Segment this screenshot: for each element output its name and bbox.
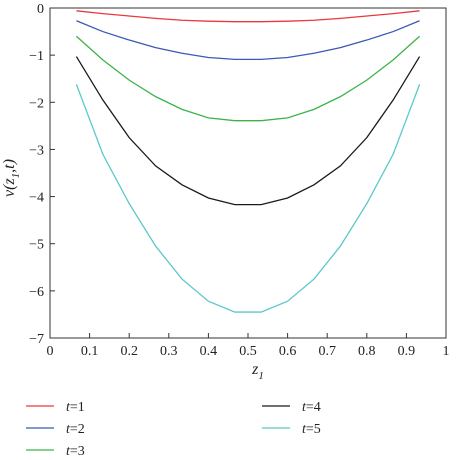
y-axis-label-subscript: 1 <box>10 173 22 179</box>
x-tick-label: 0.8 <box>358 344 376 359</box>
legend-item-2: t=2 <box>26 422 85 437</box>
legend-item-4: t=4 <box>262 400 321 415</box>
legend-label: t=1 <box>66 400 85 415</box>
plot-area <box>75 10 421 313</box>
legend: t=1 t=2 t=3 t=4 t=5 <box>26 400 321 459</box>
y-tick-label: −2 <box>29 96 44 111</box>
x-tick-label: 0.4 <box>200 344 218 359</box>
series-line-5 <box>75 84 421 313</box>
axes: 0 0.1 0.2 0.3 0.4 0.5 0.6 0.7 0.8 0.9 1 0 −1 −2 −3 −4 −5… <box>29 2 449 359</box>
x-tick-label: 1 <box>443 344 450 359</box>
x-tick-label: 0.2 <box>120 344 138 359</box>
y-tick-label: −6 <box>29 285 44 300</box>
y-tick-label: 0 <box>37 2 44 17</box>
y-tick-label: −7 <box>29 332 44 347</box>
x-tick-label: 0.7 <box>318 344 336 359</box>
x-tick-label: 0.5 <box>239 344 257 359</box>
series-line-1 <box>76 10 420 23</box>
legend-item-1: t=1 <box>26 400 85 415</box>
legend-item-3: t=3 <box>26 444 85 459</box>
y-tick-label: −1 <box>29 49 44 64</box>
legend-label: t=4 <box>302 400 321 415</box>
legend-label: t=3 <box>66 444 85 459</box>
legend-item-5: t=5 <box>262 422 321 437</box>
series-line-2 <box>76 20 420 61</box>
x-axis-label-subscript: 1 <box>258 370 264 382</box>
series-line-4 <box>75 56 421 206</box>
y-tick-label: −4 <box>29 191 44 206</box>
series-line-3 <box>75 35 421 122</box>
x-tick-label: 0.1 <box>81 344 99 359</box>
plot-frame <box>49 7 447 339</box>
y-tick-label: −5 <box>29 238 44 253</box>
x-tick-label: 0.3 <box>160 344 178 359</box>
legend-label: t=5 <box>302 422 321 437</box>
y-tick-label: −3 <box>29 143 44 158</box>
x-tick-label: 0 <box>47 344 54 359</box>
legend-label: t=2 <box>66 422 85 437</box>
y-axis-label: v(z1,t) <box>1 159 22 197</box>
x-tick-label: 0.6 <box>279 344 297 359</box>
y-axis-label-tail: ,t) <box>1 159 18 173</box>
x-tick-label: 0.9 <box>398 344 416 359</box>
x-axis-label: z1 <box>251 361 264 382</box>
